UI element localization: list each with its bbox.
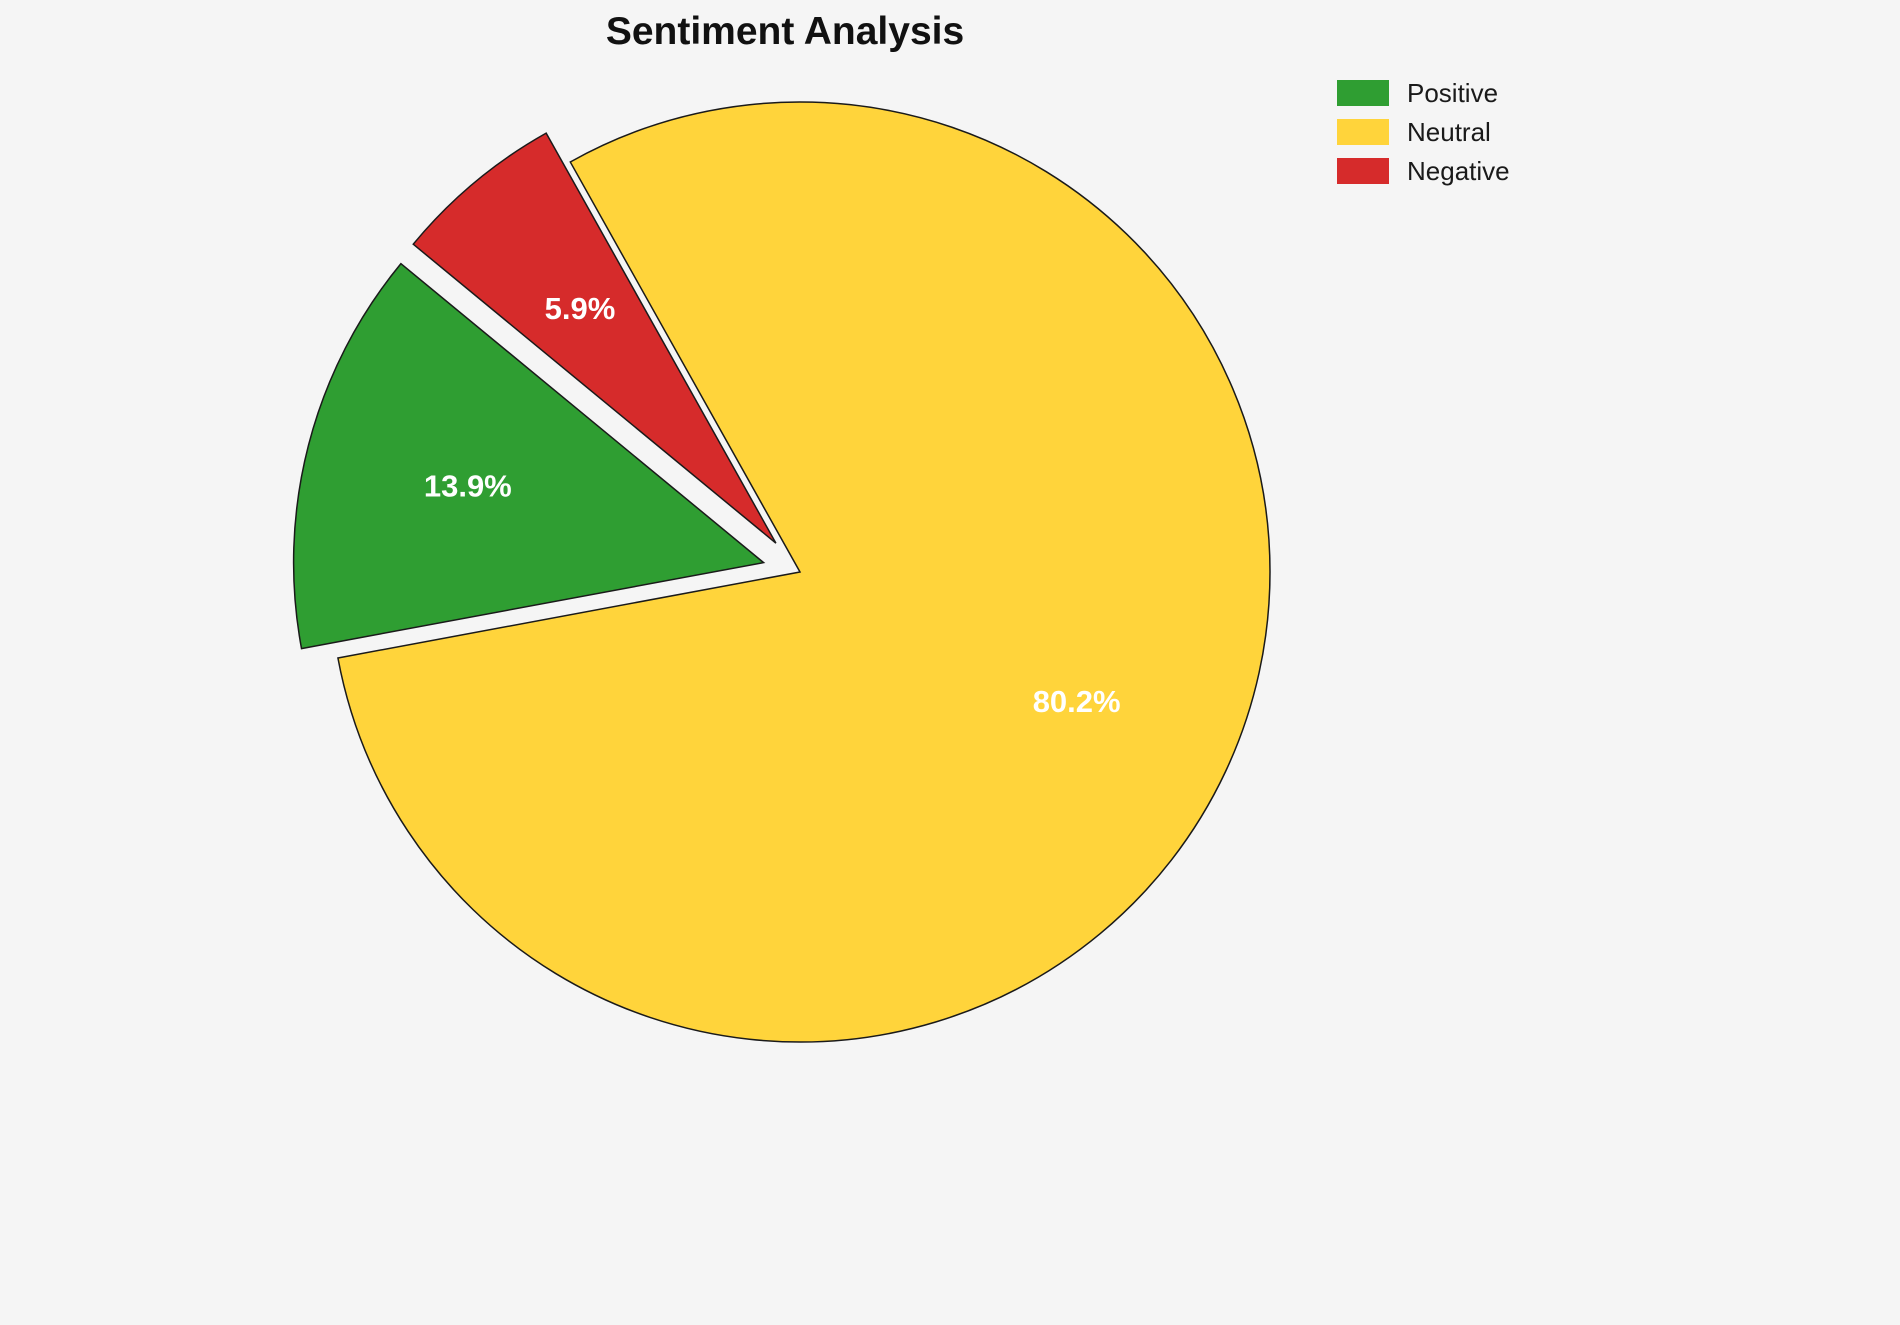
pie-slice-label-negative: 5.9% [545, 291, 616, 326]
pie-slice-neutral [337, 101, 1271, 1043]
pie-slice-label-neutral: 80.2% [1033, 684, 1121, 719]
pie-slice-label-positive: 13.9% [424, 469, 512, 504]
legend-label-positive: Positive [1407, 78, 1499, 108]
legend-label-neutral: Neutral [1407, 117, 1491, 147]
legend: Positive Neutral Negative [1337, 80, 1510, 184]
legend-item-positive: Positive [1337, 80, 1510, 106]
legend-item-neutral: Neutral [1337, 119, 1510, 145]
legend-swatch-positive [1337, 80, 1389, 106]
pie-slice-negative [412, 132, 777, 544]
legend-swatch-neutral [1337, 119, 1389, 145]
pie-slice-positive [292, 262, 766, 650]
legend-label-negative: Negative [1407, 156, 1510, 186]
legend-item-negative: Negative [1337, 158, 1510, 184]
chart-title: Sentiment Analysis [605, 10, 965, 53]
legend-swatch-negative [1337, 158, 1389, 184]
